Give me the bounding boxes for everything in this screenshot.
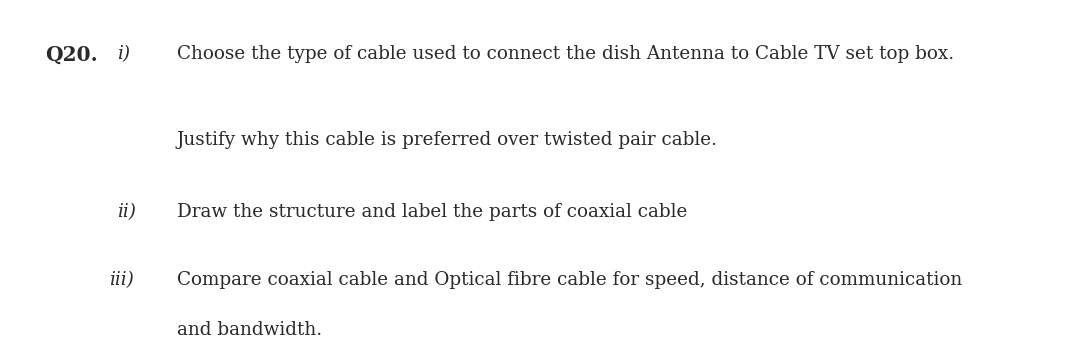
Text: Draw the structure and label the parts of coaxial cable: Draw the structure and label the parts o… xyxy=(177,203,687,221)
Text: Justify why this cable is preferred over twisted pair cable.: Justify why this cable is preferred over… xyxy=(177,131,718,149)
Text: i): i) xyxy=(117,45,130,63)
Text: Q20.: Q20. xyxy=(46,45,99,65)
Text: iii): iii) xyxy=(109,271,134,289)
Text: ii): ii) xyxy=(117,203,136,221)
Text: and bandwidth.: and bandwidth. xyxy=(177,321,322,339)
Text: Compare coaxial cable and Optical fibre cable for speed, distance of communicati: Compare coaxial cable and Optical fibre … xyxy=(177,271,962,289)
Text: Choose the type of cable used to connect the dish Antenna to Cable TV set top bo: Choose the type of cable used to connect… xyxy=(177,45,954,63)
